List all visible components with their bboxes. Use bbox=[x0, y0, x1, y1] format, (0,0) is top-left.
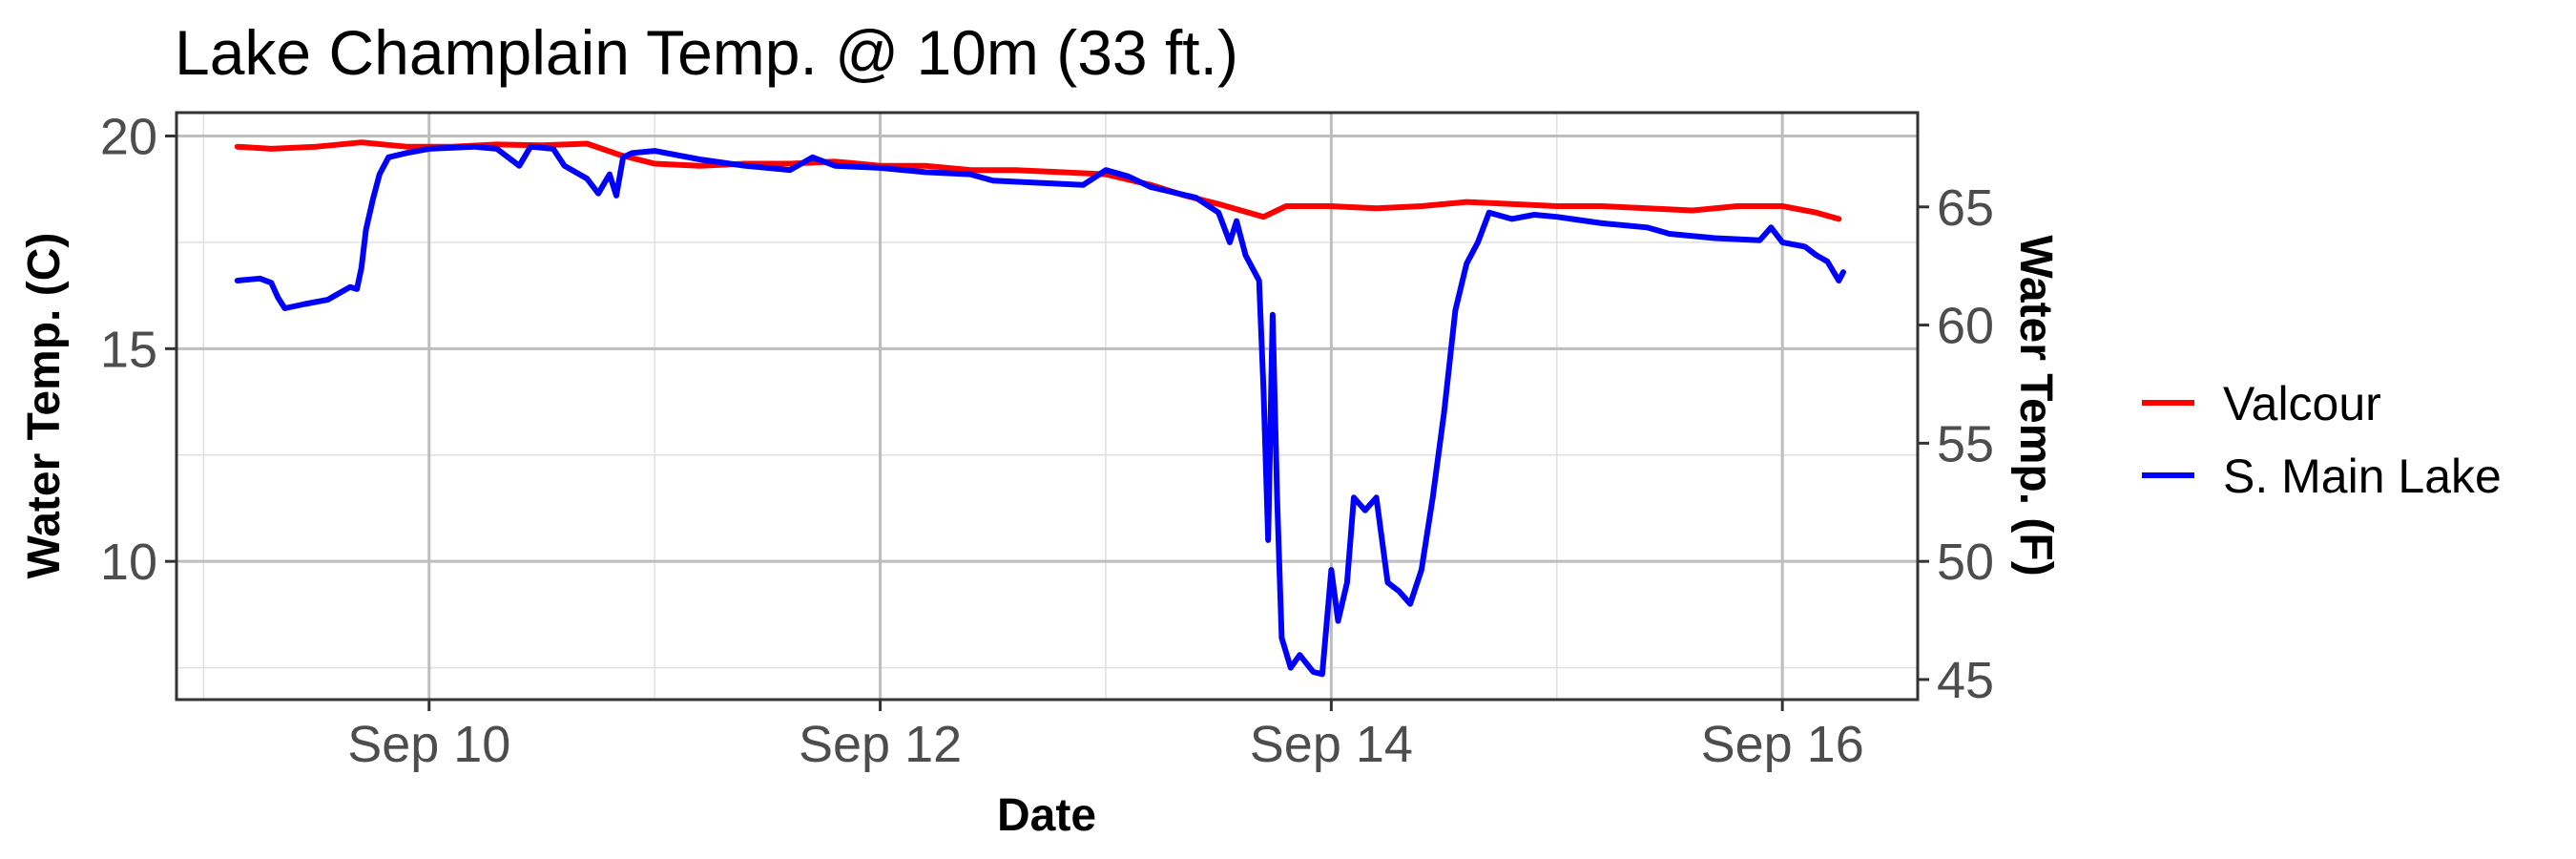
legend: Valcour S. Main Lake bbox=[2142, 377, 2502, 503]
y2-tick-label: 50 bbox=[1937, 534, 1994, 591]
x-tick-label: Sep 16 bbox=[1701, 716, 1864, 773]
plot-panel-border bbox=[175, 111, 1920, 702]
x-tick-label: Sep 12 bbox=[799, 716, 962, 773]
y2-tick-label: 55 bbox=[1937, 415, 1994, 472]
x-tick-label: Sep 14 bbox=[1250, 716, 1413, 773]
minor-gridlines bbox=[177, 113, 1918, 700]
axis-ticks: Sep 10 Sep 12 Sep 14 Sep 16 10 15 20 45 50 55 60 65 bbox=[100, 109, 1994, 773]
legend-label-0: Valcour bbox=[2223, 377, 2381, 430]
y-tick-label: 15 bbox=[100, 321, 157, 378]
y2-tick-label: 60 bbox=[1937, 298, 1994, 355]
x-axis-title: Date bbox=[997, 790, 1096, 841]
series-lines bbox=[234, 139, 1846, 678]
y-tick-label: 10 bbox=[100, 534, 157, 591]
legend-label-1: S. Main Lake bbox=[2223, 450, 2502, 503]
series-line-1 bbox=[234, 143, 1846, 678]
x-tick-label: Sep 10 bbox=[347, 716, 510, 773]
y2-axis-title: Water Temp. (F) bbox=[2010, 235, 2061, 576]
series-line-0 bbox=[234, 139, 1842, 222]
y2-tick-label: 45 bbox=[1937, 652, 1994, 709]
y2-tick-label: 65 bbox=[1937, 179, 1994, 237]
y-axis-title: Water Temp. (C) bbox=[19, 233, 70, 579]
major-gridlines bbox=[177, 113, 1918, 700]
y-tick-label: 20 bbox=[100, 109, 157, 166]
chart-title: Lake Champlain Temp. @ 10m (33 ft.) bbox=[175, 17, 1238, 88]
